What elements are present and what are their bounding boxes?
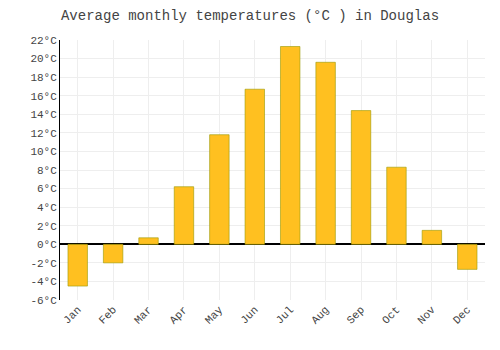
svg-text:0°C: 0°C: [37, 239, 57, 251]
svg-text:-6°C: -6°C: [30, 295, 57, 307]
svg-text:14°C: 14°C: [30, 109, 57, 121]
svg-text:Average monthly temperatures (: Average monthly temperatures (°C ) in Do…: [61, 8, 439, 24]
svg-text:10°C: 10°C: [30, 146, 57, 158]
svg-text:Jan: Jan: [61, 304, 83, 326]
svg-text:16°C: 16°C: [30, 91, 57, 103]
svg-text:18°C: 18°C: [30, 72, 57, 84]
svg-text:Nov: Nov: [415, 304, 438, 327]
svg-text:May: May: [203, 304, 226, 327]
svg-text:Aug: Aug: [309, 304, 331, 326]
svg-text:Mar: Mar: [132, 304, 154, 326]
svg-text:6°C: 6°C: [37, 183, 57, 195]
svg-text:Oct: Oct: [380, 304, 402, 326]
svg-text:Jun: Jun: [238, 304, 260, 326]
svg-text:-4°C: -4°C: [30, 276, 57, 288]
svg-text:Sep: Sep: [345, 304, 367, 326]
svg-text:2°C: 2°C: [37, 221, 57, 233]
svg-text:Jul: Jul: [274, 304, 296, 326]
svg-text:Dec: Dec: [451, 304, 473, 326]
svg-text:Apr: Apr: [167, 304, 189, 326]
svg-text:4°C: 4°C: [37, 202, 57, 214]
svg-text:20°C: 20°C: [30, 53, 57, 65]
svg-text:-2°C: -2°C: [30, 258, 57, 270]
svg-text:8°C: 8°C: [37, 165, 57, 177]
svg-text:22°C: 22°C: [30, 35, 57, 47]
svg-text:Feb: Feb: [97, 304, 119, 326]
svg-text:12°C: 12°C: [30, 128, 57, 140]
